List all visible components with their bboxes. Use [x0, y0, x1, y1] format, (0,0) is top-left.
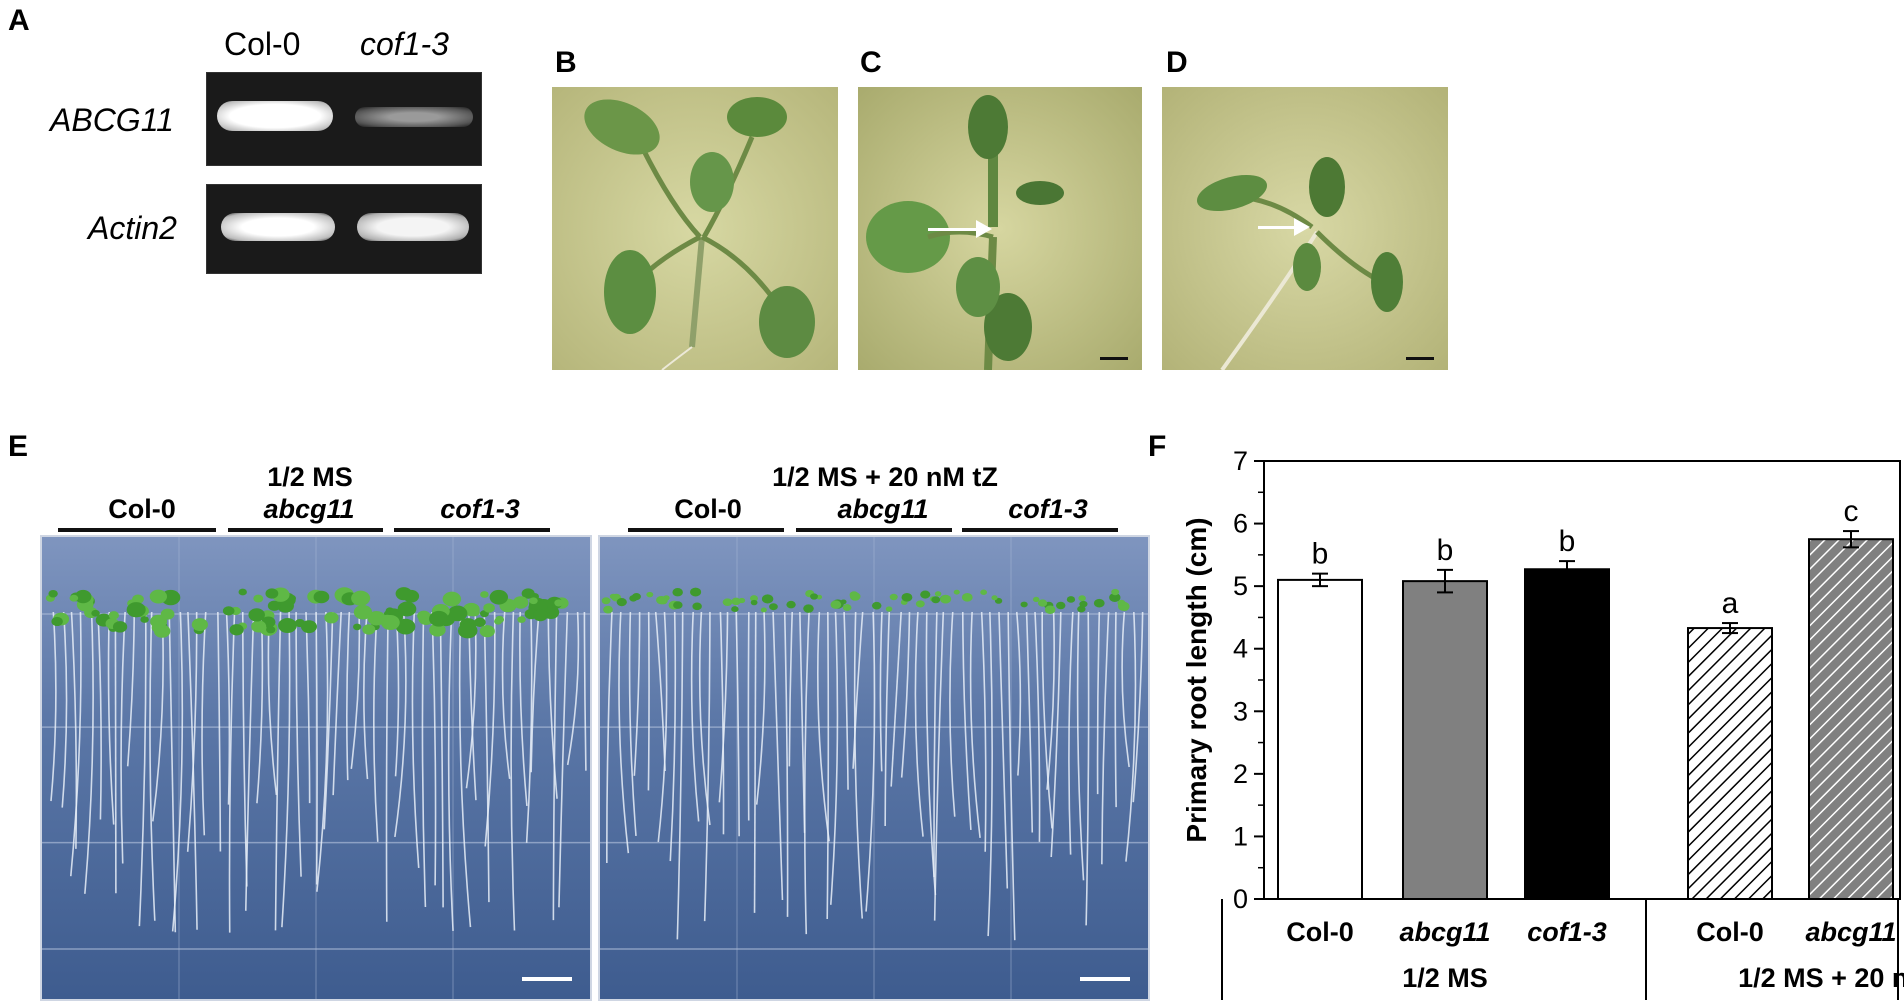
gene-label-actin2: Actin2 — [88, 210, 177, 246]
panel-label-f: F — [1148, 430, 1167, 463]
agar-plate-right — [598, 535, 1150, 1001]
lane-label-col0: Col-0 — [224, 26, 301, 62]
panel-label-b: B — [555, 46, 577, 79]
y-tick-label: 0 — [1233, 884, 1248, 914]
group-brackets — [1221, 899, 1899, 1000]
lane-label-cof1-3: cof1-3 — [360, 26, 449, 62]
significance-letter: b — [1312, 538, 1329, 571]
agar-plate-left — [40, 535, 592, 1001]
error-bar — [1312, 572, 1328, 588]
band-abcg11-col0 — [217, 101, 333, 131]
y-tick-label: 7 — [1233, 446, 1248, 476]
band-actin2-col0 — [221, 213, 335, 241]
genotype-underline-right-cof1-3 — [962, 528, 1118, 532]
error-bar — [1437, 568, 1453, 594]
genotype-label-right-cof1-3: cof1-3 — [1008, 494, 1088, 524]
bar-Col-0-ms — [1277, 578, 1363, 900]
root-length-chart: 0 1 2 3 4 5 6 7 Primary root length (cm) b Col-0 b a… — [1181, 446, 1904, 1000]
genotype-underline-left-cof1-3 — [394, 528, 550, 532]
y-tick-label: 1 — [1233, 821, 1248, 851]
panel-label-a: A — [8, 4, 30, 37]
panel-label-c: C — [860, 46, 882, 79]
panel-label-d: D — [1166, 46, 1188, 79]
x-group-label: 1/2 MS — [1402, 963, 1488, 993]
seedling-photo-c — [858, 87, 1142, 370]
x-category-label: abcg11 — [1805, 917, 1896, 947]
y-tick-label: 4 — [1233, 634, 1248, 664]
scale-bar-d — [1406, 357, 1434, 360]
seedling-photo-b — [552, 87, 838, 370]
significance-letter: b — [1559, 525, 1576, 558]
x-category-label: Col-0 — [1696, 917, 1764, 947]
band-abcg11-cof1-3 — [355, 107, 473, 127]
bar-cof1-3-ms — [1524, 568, 1610, 900]
error-bar — [1722, 622, 1738, 635]
y-tick-label: 2 — [1233, 759, 1248, 789]
significance-letter: a — [1722, 587, 1739, 620]
y-tick-label: 6 — [1233, 509, 1248, 539]
gel-actin2 — [206, 184, 482, 274]
bar-Col-0-tz — [1687, 627, 1773, 901]
genotype-label-left-col0: Col-0 — [108, 494, 176, 524]
genotype-underline-right-col0 — [628, 528, 784, 532]
x-category-label: abcg11 — [1399, 917, 1490, 947]
y-tick-label: 5 — [1233, 571, 1248, 601]
genotype-label-right-abcg11: abcg11 — [837, 494, 929, 524]
panel-label-e: E — [8, 430, 29, 463]
scale-bar-c — [1100, 357, 1128, 360]
genotype-underline-left-abcg11 — [228, 528, 383, 532]
significance-letter: c — [1844, 495, 1859, 528]
genotype-label-right-col0: Col-0 — [674, 494, 742, 524]
genotype-label-left-cof1-3: cof1-3 — [440, 494, 520, 524]
genotype-underline-left-col0 — [58, 528, 216, 532]
y-tick-label: 3 — [1233, 696, 1248, 726]
x-category-label: Col-0 — [1286, 917, 1354, 947]
significance-letter: b — [1437, 534, 1454, 567]
x-group-label: 1/2 MS + 20 nM tZ — [1738, 963, 1904, 993]
arrow-indicator-d — [1258, 218, 1310, 236]
medium-label-left: 1/2 MS — [267, 462, 353, 492]
genotype-label-left-abcg11: abcg11 — [263, 494, 355, 524]
genotype-underline-right-abcg11 — [796, 528, 952, 532]
seedling-photo-d — [1162, 87, 1448, 370]
arrow-indicator-c — [928, 220, 992, 238]
x-category-label: cof1-3 — [1527, 917, 1607, 947]
gel-abcg11 — [206, 72, 482, 166]
medium-label-right: 1/2 MS + 20 nM tZ — [772, 462, 998, 492]
bar-abcg11-ms — [1402, 580, 1488, 900]
error-bar — [1559, 560, 1575, 579]
y-axis-label: Primary root length (cm) — [1181, 517, 1212, 842]
gene-label-abcg11: ABCG11 — [50, 102, 174, 138]
band-actin2-cof1-3 — [357, 213, 469, 241]
error-bar — [1843, 530, 1859, 549]
bar-abcg11-tz — [1808, 538, 1894, 900]
